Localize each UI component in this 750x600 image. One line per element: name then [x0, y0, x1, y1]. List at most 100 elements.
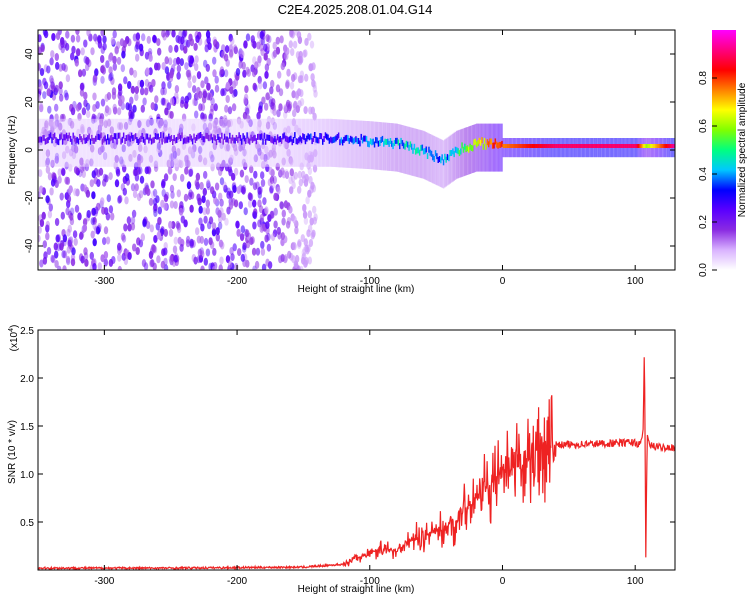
spectrogram-noise-cell [70, 258, 76, 267]
spectrogram-signal-cell [392, 143, 394, 150]
spectrogram-signal-halo [405, 126, 408, 175]
spectrogram-noise-cell [144, 166, 149, 175]
spectrogram-noise-cell [253, 170, 258, 179]
spectrogram-signal-halo [178, 118, 181, 167]
spectrogram-signal-halo [307, 118, 309, 167]
spectrogram-signal-cell [425, 146, 428, 153]
spectrogram-noise-cell [213, 103, 218, 112]
spectrogram-signal-halo [132, 118, 134, 167]
spectrogram-signal-cell [668, 144, 670, 148]
spectrogram-signal-halo [481, 123, 483, 172]
spectrogram-signal-cell [357, 138, 360, 144]
spectrogram-signal-cell [539, 144, 542, 148]
spectrogram-signal-halo [73, 118, 76, 167]
spectrogram-signal-cell [279, 136, 282, 142]
spectrogram-signal-cell [287, 137, 290, 144]
spectrogram-y-axis-label: Frequency (Hz) [7, 116, 18, 185]
spectrogram-noise-cell [150, 259, 155, 268]
spectrogram-signal-cell [643, 144, 645, 148]
spectrogram-noise-cell [163, 228, 168, 237]
spectrogram-noise-cell [224, 104, 229, 113]
spectrogram-noise-cell [62, 265, 67, 270]
spectrogram-noise-cell [123, 76, 128, 85]
spectrogram-signal-cell [116, 138, 118, 145]
spectrogram-signal-cell [169, 136, 171, 143]
spectrogram-signal-cell [96, 133, 98, 140]
spectrogram-signal-cell [621, 144, 624, 148]
spectrogram-noise-cell [283, 253, 289, 262]
spectrogram-noise-cell [304, 73, 309, 82]
spectrogram-signal-cell [315, 136, 317, 143]
spectrogram-signal-cell [632, 144, 635, 148]
spectrogram-noise-cell [198, 103, 203, 112]
spectrogram-signal-cell [339, 139, 341, 146]
spectrogram-signal-cell [294, 132, 296, 139]
spectrogram-noise-cell [266, 232, 271, 241]
spectrogram-signal-cell [336, 134, 339, 140]
spectrogram-noise-cell [65, 74, 71, 83]
spectrogram-noise-cell [232, 185, 237, 193]
colorbar-tick-label: 0.2 [698, 215, 709, 229]
spectrogram-signal-halo [494, 123, 497, 172]
spectrogram-signal-cell [326, 133, 328, 140]
spectrogram-noise-cell [62, 250, 68, 259]
spectrogram-signal-cell [173, 135, 175, 142]
spectrogram-noise-cell [204, 44, 209, 53]
spectrogram-noise-cell [196, 71, 202, 80]
spectrogram-noise-cell [263, 43, 268, 52]
spectrogram-signal-halo [365, 121, 368, 169]
spectrogram-signal-cell [617, 144, 620, 148]
spectrogram-signal-halo [397, 124, 400, 172]
spectrogram-noise-cell [255, 247, 261, 256]
spectrogram-signal-cell [80, 136, 83, 143]
spectrogram-noise-cell [217, 221, 223, 230]
spectrogram-signal-cell [418, 149, 421, 156]
spectrogram-noise-cell [184, 62, 189, 71]
spectrogram-noise-cell [163, 173, 169, 182]
spectrogram-signal-cell [416, 147, 418, 154]
spectrogram-noise-cell [260, 240, 265, 249]
spectrogram-signal-halo [409, 127, 412, 176]
spectrogram-noise-cell [176, 56, 181, 65]
spectrogram-noise-cell [197, 248, 203, 257]
spectrogram-signal-cell [89, 138, 92, 145]
spectrogram-signal-cell [495, 141, 498, 148]
spectrogram-signal-cell [450, 150, 453, 156]
spectrogram-noise-cell [297, 239, 302, 248]
spectrogram-noise-cell [248, 193, 253, 202]
spectrogram-signal-cell [639, 144, 641, 148]
spectrogram-signal-cell [542, 144, 544, 148]
spectrogram-signal-cell [441, 154, 443, 161]
spectrogram-signal-cell [229, 132, 231, 139]
spectrogram-signal-halo [146, 118, 149, 167]
spectrogram-noise-cell [110, 212, 115, 221]
spectrogram-noise-cell [102, 237, 107, 246]
spectrogram-signal-cell [141, 133, 144, 139]
spectrogram-noise-cell [117, 253, 122, 262]
spectrogram-noise-cell [173, 254, 178, 263]
spectrogram-signal-cell [482, 143, 485, 150]
spectrogram-signal-cell [128, 134, 130, 141]
spectrogram-signal-halo [290, 118, 292, 167]
spectrogram-signal-cell [446, 154, 449, 161]
spectrogram-noise-cell [64, 42, 70, 51]
spectrogram-signal-cell [55, 137, 57, 144]
spectrogram-signal-cell [91, 134, 93, 141]
spectrogram-signal-cell [60, 133, 63, 140]
spectrogram-signal-halo [243, 118, 246, 167]
spectrogram-noise-cell [150, 180, 155, 189]
spectrogram-noise-cell [91, 191, 96, 200]
spectrogram-noise-cell [310, 231, 315, 240]
spectrogram-noise-cell [140, 233, 145, 242]
spectrogram-noise-cell [259, 31, 264, 39]
spectrogram-noise-cell [271, 180, 276, 189]
spectrogram-signal-cell [458, 150, 461, 157]
spectrogram-noise-cell [194, 179, 200, 188]
spectrogram-signal-cell [367, 140, 369, 147]
spectrogram-signal-cell [233, 137, 235, 144]
spectrogram-noise-cell [91, 207, 97, 216]
spectrogram-signal-cell [307, 133, 309, 140]
spectrogram-signal-halo [113, 118, 116, 167]
spectrogram-noise-cell [180, 36, 185, 45]
spectrogram-noise-cell [38, 83, 43, 92]
